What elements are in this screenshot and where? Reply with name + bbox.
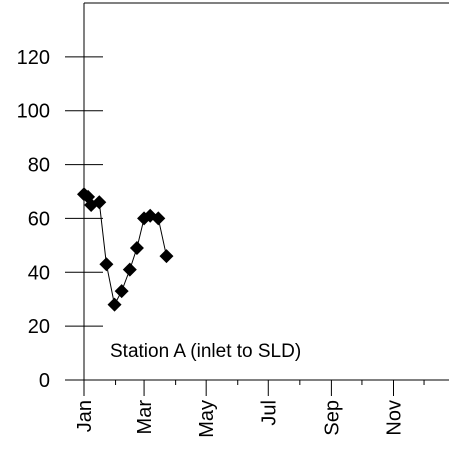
- y-tick-label: 40: [28, 262, 50, 284]
- data-point: [99, 257, 114, 272]
- data-point: [159, 249, 174, 264]
- x-axis-ticks: Jan Mar May Jul Sep Nov: [74, 380, 425, 438]
- y-tick-label: 0: [39, 370, 50, 392]
- data-point: [151, 211, 166, 226]
- y-axis-ticks: 0 20 40 60 80 100 120: [17, 47, 103, 392]
- x-tick-label: Jul: [258, 400, 280, 426]
- y-tick-label: 100: [17, 101, 50, 123]
- data-point: [92, 195, 107, 210]
- data-point: [122, 262, 137, 277]
- x-tick-label: Nov: [384, 400, 406, 436]
- y-tick-label: 80: [28, 155, 50, 177]
- y-tick-label: 20: [28, 316, 50, 338]
- data-point: [114, 284, 129, 299]
- data-point: [107, 297, 122, 312]
- plot-frame: [83, 2, 449, 381]
- data-point: [129, 241, 144, 256]
- x-tick-label: May: [196, 400, 218, 438]
- x-tick-label: Mar: [134, 400, 156, 435]
- station-annotation: Station A (inlet to SLD): [110, 341, 301, 362]
- y-tick-label: 120: [17, 47, 50, 69]
- y-tick-label: 60: [28, 208, 50, 230]
- series-points-group: [77, 187, 174, 312]
- x-tick-label: Sep: [321, 400, 343, 436]
- x-tick-label: Jan: [74, 400, 96, 432]
